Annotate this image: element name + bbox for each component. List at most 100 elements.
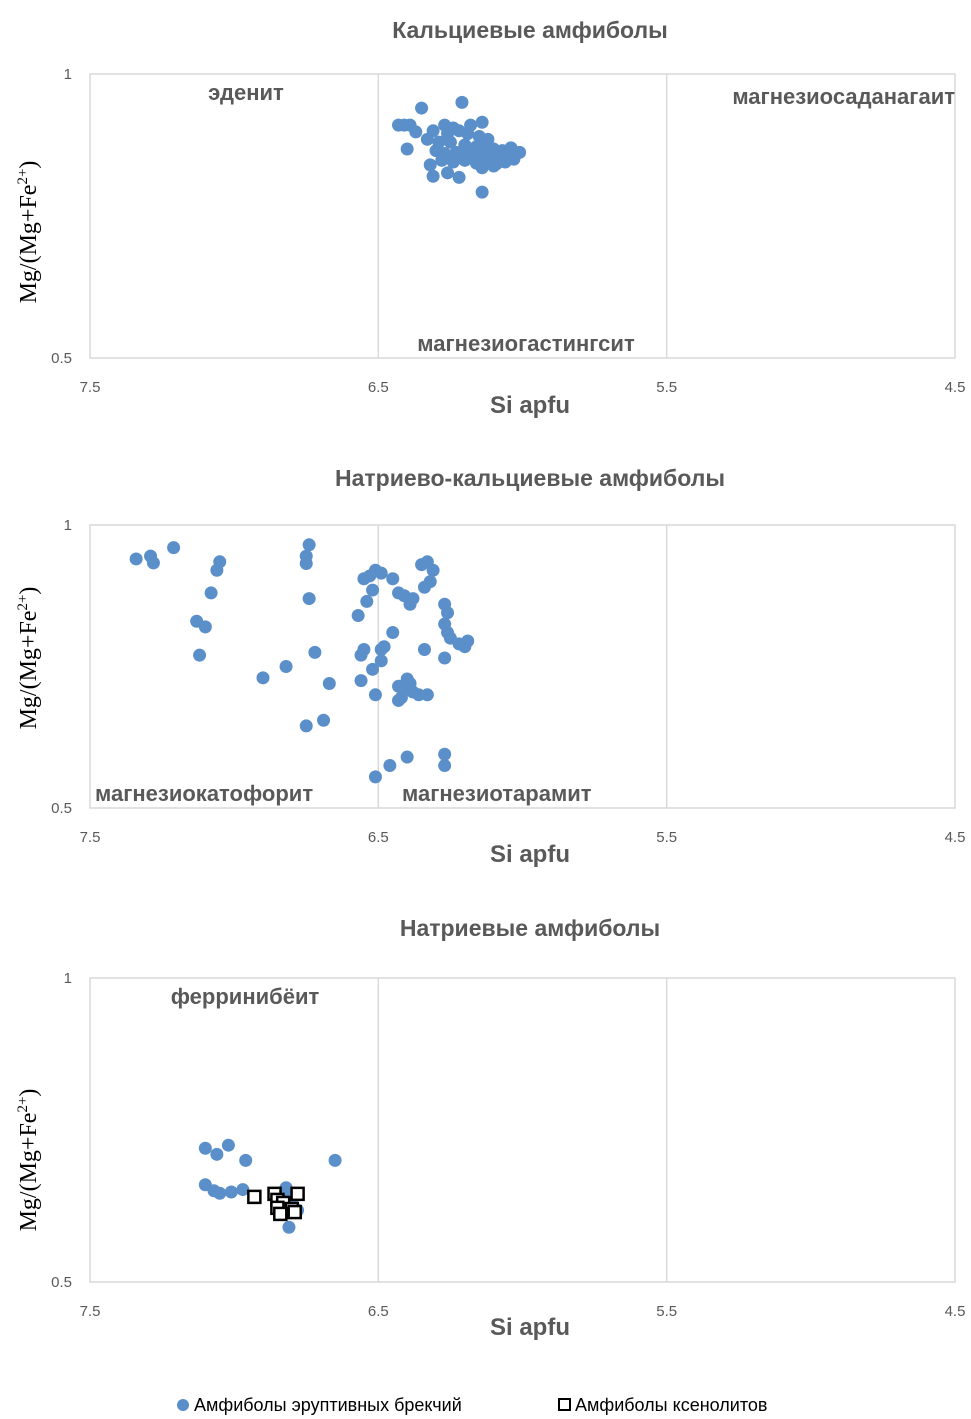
x-axis-label: Si apfu [490,392,570,419]
data-point-circle [368,688,382,702]
data-point-circle [368,770,382,784]
y-axis-label-close: ) [16,1089,42,1097]
data-point-circle [236,1183,250,1197]
chart-panel-3: 7.5 6.5 5.5 4.5 1 0.5 Натриевые амфиболы Si apf… [15,915,965,1341]
data-point-circle [328,1153,342,1167]
data-point-circle [435,153,449,167]
data-point-circle [386,626,400,640]
x-tick-label: 6.5 [368,1303,389,1320]
data-point-circle [198,620,212,634]
data-point-circle [507,152,521,166]
region-label: магнезиосаданагаит [732,84,955,109]
plot-area-border [89,73,956,359]
data-point-circle [475,115,489,129]
data-point-circle [417,643,431,657]
data-point-circle [210,563,224,577]
x-tick-label: 4.5 [945,379,966,396]
data-point-circle [400,750,414,764]
y-axis-label-close: ) [16,587,42,595]
data-point-circle [441,166,455,180]
series-breccia [198,1138,342,1234]
y-tick-label: 1 [64,66,72,83]
data-point-circle [475,185,489,199]
chart-title: Натриево-кальциевые амфиболы [335,465,725,491]
data-point-circle [415,101,429,115]
legend-label: Амфиболы ксенолитов [575,1395,767,1415]
chart-panel-1: 7.5 6.5 5.5 4.5 1 0.5 Кальциевые амфиболы Si ap… [15,17,965,419]
data-point-circle [239,1153,253,1167]
region-label: магнезиотарамит [402,781,592,806]
data-point-circle [443,135,457,149]
data-point-circle [475,161,489,175]
data-point-square [287,1204,302,1220]
y-axis-label: Mg/(Mg+Fe2+) [15,1089,42,1232]
data-point-circle [438,651,452,665]
plot-area-border [89,977,956,1283]
data-point-circle [455,95,469,109]
data-point-circle [374,654,388,668]
data-point-circle [354,648,368,662]
data-point-circle [461,634,475,648]
chart-title: Натриевые амфиболы [400,915,660,941]
data-point-circle [322,676,336,690]
y-tick-label: 0.5 [51,1274,72,1291]
chart-title: Кальциевые амфиболы [392,17,668,43]
data-point-circle [299,556,313,570]
data-point-circle [256,671,270,685]
series-breccia [129,538,475,784]
data-point-square [247,1189,262,1205]
data-point-square [290,1186,305,1202]
x-tick-label: 5.5 [656,829,677,846]
legend-label: Амфиболы эруптивных брекчий [194,1395,462,1415]
data-point-circle [317,713,331,727]
data-point-circle [374,643,388,657]
chart-panel-2: 7.5 6.5 5.5 4.5 1 0.5 Натриево-кальциевые амфи… [15,465,965,868]
y-axis-label-superscript: 2+ [15,1097,31,1113]
region-label: магнезиогастингсит [417,331,635,356]
data-point-circle [438,747,452,761]
data-point-circle [198,1141,212,1155]
y-axis-label-base: Mg/(Mg+Fe [16,185,42,304]
data-point-circle [146,556,160,570]
region-label: ферринибёит [171,984,320,1009]
y-axis-label: Mg/(Mg+Fe2+) [15,587,42,730]
data-point-circle [302,592,316,606]
data-point-circle [438,759,452,773]
x-tick-label: 4.5 [945,1303,966,1320]
data-point-circle [426,169,440,183]
legend-circle-marker [177,1399,189,1411]
data-point-circle [308,645,322,659]
data-point-circle [210,1147,224,1161]
x-tick-label: 7.5 [80,829,101,846]
legend: Амфиболы эруптивных брекчий Амфиболы ксен… [177,1395,767,1415]
data-point-circle [366,583,380,597]
data-point-circle [487,159,501,173]
data-point-square [273,1206,288,1222]
plot-area-border [89,524,956,809]
data-point-circle [392,693,406,707]
series-xenolith [247,1186,305,1222]
data-point-circle [354,674,368,688]
data-point-circle [400,142,414,156]
data-point-circle [461,127,475,141]
data-point-circle [458,153,472,167]
data-point-circle [452,170,466,184]
data-point-circle [426,563,440,577]
data-point-circle [224,1185,238,1199]
data-point-circle [420,688,434,702]
data-point-circle [204,586,218,600]
data-point-circle [299,719,313,733]
x-tick-label: 6.5 [368,379,389,396]
y-axis-label: Mg/(Mg+Fe2+) [15,161,42,304]
legend-square-marker [558,1398,571,1411]
data-point-circle [302,538,316,552]
y-tick-label: 1 [64,970,72,987]
data-point-circle [423,158,437,172]
y-axis-label-superscript: 2+ [15,595,31,611]
data-point-circle [282,1220,296,1234]
data-point-circle [351,609,365,623]
data-point-circle [374,566,388,580]
data-point-circle [423,575,437,589]
y-tick-label: 0.5 [51,800,72,817]
data-point-circle [420,132,434,146]
